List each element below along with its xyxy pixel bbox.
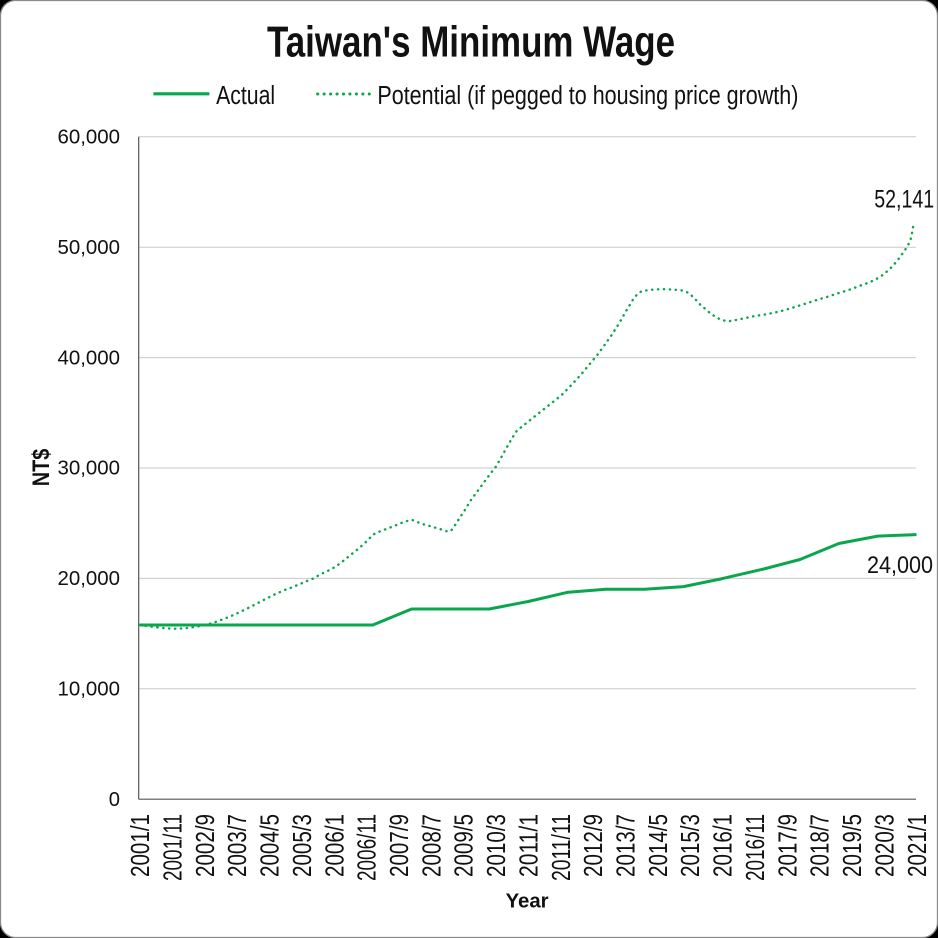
svg-text:2012/9: 2012/9 xyxy=(580,814,608,877)
svg-text:2006/1: 2006/1 xyxy=(321,814,349,877)
svg-text:Taiwan's Minimum Wage: Taiwan's Minimum Wage xyxy=(267,18,675,67)
svg-text:2015/3: 2015/3 xyxy=(677,814,705,877)
svg-text:NT$: NT$ xyxy=(28,448,55,486)
svg-text:24,000: 24,000 xyxy=(867,553,933,579)
svg-text:2017/9: 2017/9 xyxy=(774,814,802,877)
svg-text:2016/1: 2016/1 xyxy=(710,814,738,877)
svg-text:2006/11: 2006/11 xyxy=(354,814,382,881)
svg-text:2004/5: 2004/5 xyxy=(257,814,285,877)
svg-text:2016/11: 2016/11 xyxy=(742,814,770,881)
svg-text:50,000: 50,000 xyxy=(58,237,121,259)
svg-text:2007/9: 2007/9 xyxy=(386,814,414,877)
svg-text:60,000: 60,000 xyxy=(58,127,121,149)
svg-text:52,141: 52,141 xyxy=(874,186,934,214)
svg-text:2020/3: 2020/3 xyxy=(871,814,899,877)
svg-text:2009/5: 2009/5 xyxy=(451,814,479,877)
svg-text:2002/9: 2002/9 xyxy=(192,814,220,877)
svg-text:2013/7: 2013/7 xyxy=(613,814,641,877)
svg-text:2001/11: 2001/11 xyxy=(160,814,188,881)
svg-text:2005/3: 2005/3 xyxy=(289,814,317,877)
svg-text:40,000: 40,000 xyxy=(58,347,121,369)
svg-text:2010/3: 2010/3 xyxy=(483,814,511,877)
svg-text:2018/7: 2018/7 xyxy=(807,814,835,877)
svg-text:2001/1: 2001/1 xyxy=(127,814,155,877)
svg-text:2011/1: 2011/1 xyxy=(515,814,543,877)
svg-text:2019/5: 2019/5 xyxy=(839,814,867,877)
svg-text:2003/7: 2003/7 xyxy=(224,814,252,877)
svg-text:2021/1: 2021/1 xyxy=(904,814,932,877)
svg-text:2011/11: 2011/11 xyxy=(548,814,576,881)
svg-text:Actual: Actual xyxy=(216,80,275,110)
svg-text:10,000: 10,000 xyxy=(58,679,121,701)
svg-text:Potential (if pegged to housin: Potential (if pegged to housing price gr… xyxy=(377,80,798,110)
svg-text:2014/5: 2014/5 xyxy=(645,814,673,877)
svg-text:Year: Year xyxy=(506,891,549,913)
svg-text:30,000: 30,000 xyxy=(58,458,121,480)
svg-text:20,000: 20,000 xyxy=(58,568,121,590)
svg-text:0: 0 xyxy=(109,789,120,811)
svg-text:2008/7: 2008/7 xyxy=(418,814,446,877)
